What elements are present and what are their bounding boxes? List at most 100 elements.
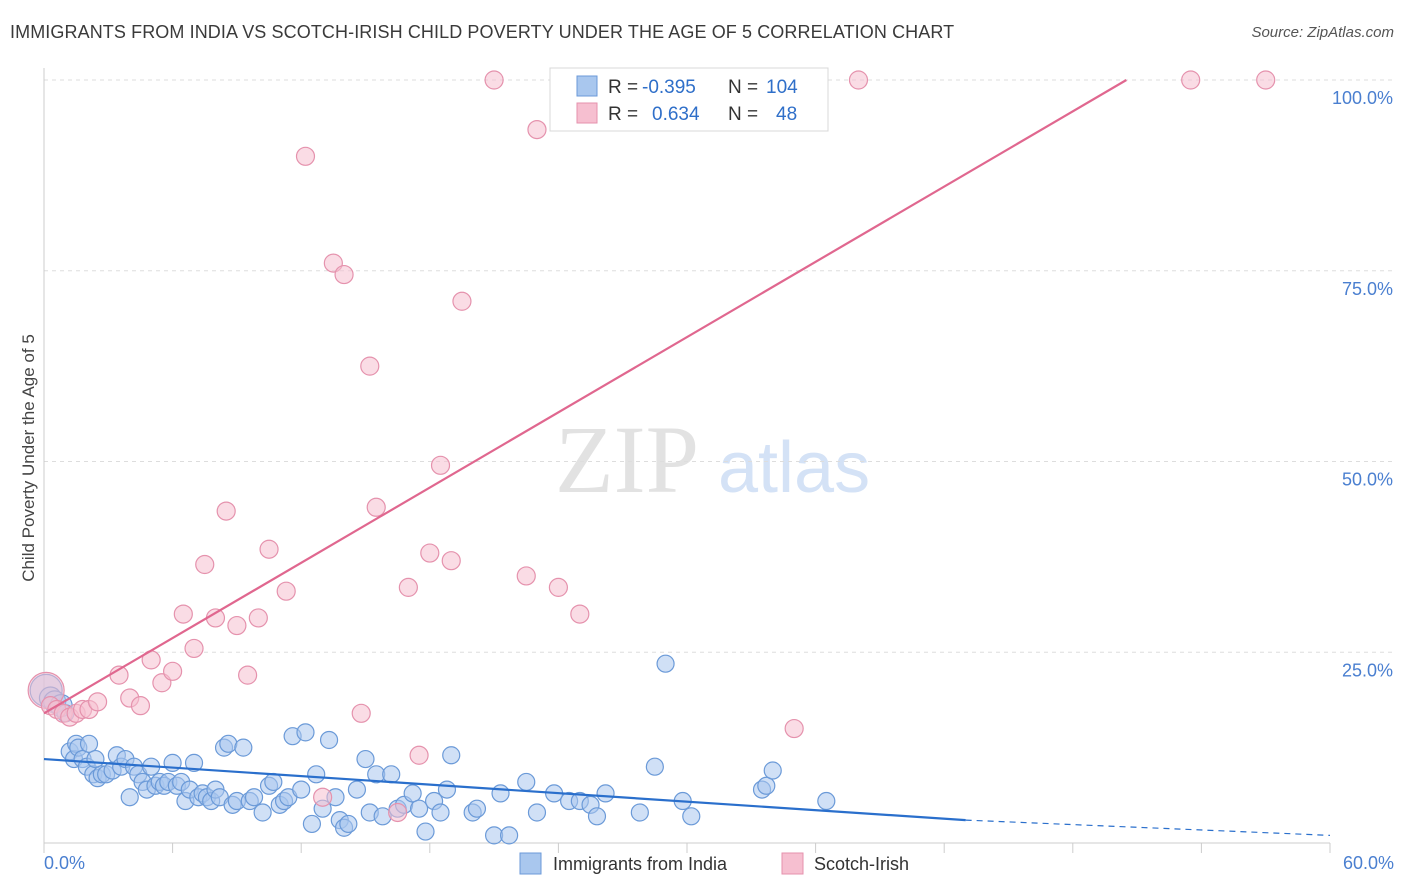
point-india-93: [587, 807, 607, 826]
series-legend: Immigrants from India Scotch-Irish: [519, 852, 909, 875]
trend-line-irish: [43, 79, 1127, 715]
point-india-81: [442, 746, 461, 765]
point-india-76: [409, 799, 429, 818]
y-tick-labels: 25.0% 50.0% 75.0% 100.0%: [1332, 88, 1393, 680]
point-irish-43: [570, 604, 590, 624]
point-irish-33: [398, 577, 418, 597]
gridlines: [44, 79, 1395, 653]
point-india-85: [491, 784, 510, 803]
point-irish-30: [360, 356, 380, 376]
point-india-44: [219, 734, 238, 753]
axes: [43, 68, 1331, 853]
point-irish-15: [173, 604, 193, 624]
x-tick-label-max: 60.0%: [1343, 853, 1394, 873]
point-irish-44: [784, 718, 804, 739]
legend-swatch-india: [576, 75, 598, 97]
bottom-legend-label-india: Immigrants from India: [553, 854, 728, 874]
point-irish-22: [248, 608, 268, 628]
point-irish-38: [452, 291, 472, 311]
point-irish-20: [227, 615, 247, 636]
point-india-57: [292, 780, 311, 799]
point-india-62: [319, 730, 339, 750]
watermark-zip: ZIP: [555, 406, 699, 513]
point-india-79: [431, 803, 450, 822]
point-india-94: [596, 784, 615, 803]
watermark-atlas: atlas: [718, 428, 870, 508]
point-india-75: [403, 784, 422, 803]
trend-lines: [43, 79, 1331, 836]
point-india-87: [517, 772, 536, 792]
point-india-60: [307, 765, 326, 784]
y-tick-label-1: 50.0%: [1342, 470, 1393, 490]
point-irish-28: [334, 264, 354, 285]
point-irish-16: [184, 638, 204, 659]
point-india-13: [86, 749, 105, 769]
y-tick-label-0: 25.0%: [1342, 660, 1393, 680]
correlation-legend: R = -0.395 N = 104 R = 0.634 N = 48: [549, 67, 829, 132]
point-india-103: [817, 791, 836, 811]
bottom-legend-swatch-irish: [781, 852, 804, 875]
point-irish-29: [351, 703, 371, 723]
legend-swatch-irish: [576, 102, 598, 124]
point-india-47: [234, 738, 253, 757]
point-irish-11: [130, 696, 151, 716]
legend-n-value-irish: 48: [776, 104, 797, 125]
point-irish-42: [548, 577, 569, 597]
point-irish-36: [430, 455, 451, 475]
point-irish-26: [313, 787, 333, 807]
bottom-legend-label-irish: Scotch-Irish: [814, 854, 909, 874]
point-irish-31: [366, 497, 386, 517]
point-irish-41: [527, 119, 547, 140]
point-irish-40: [516, 566, 536, 586]
point-irish-19: [216, 501, 236, 521]
point-india-49: [244, 788, 264, 807]
point-india-86: [500, 826, 519, 845]
point-irish-47: [1256, 70, 1276, 90]
point-india-66: [339, 814, 358, 834]
point-india-96: [645, 757, 664, 776]
point-india-77: [416, 822, 435, 841]
legend-n-value-india: 104: [766, 77, 798, 98]
point-india-95: [630, 803, 649, 822]
point-irish-35: [420, 543, 440, 563]
point-irish-17: [195, 554, 215, 575]
point-irish-37: [441, 551, 461, 571]
y-tick-label-2: 75.0%: [1342, 279, 1393, 299]
point-irish-21: [238, 665, 258, 685]
point-india-68: [356, 749, 375, 769]
point-india-88: [527, 803, 547, 822]
chart-title: IMMIGRANTS FROM INDIA VS SCOTCH-IRISH CH…: [10, 22, 955, 42]
point-india-50: [253, 803, 272, 822]
point-india-72: [382, 765, 401, 784]
point-irish-24: [276, 581, 296, 601]
point-india-59: [302, 814, 322, 834]
legend-r-label-irish: R =: [608, 104, 638, 125]
point-irish-14: [163, 661, 183, 681]
bottom-legend-swatch-india: [519, 852, 542, 875]
legend-n-label-india: N =: [728, 77, 758, 98]
legend-r-value-india: -0.395: [642, 77, 696, 98]
point-india-101: [757, 776, 776, 795]
point-india-102: [763, 761, 782, 780]
point-irish-46: [1181, 70, 1201, 90]
point-india-11: [79, 734, 99, 753]
point-irish-8: [87, 692, 108, 712]
point-india-99: [682, 807, 701, 826]
legend-r-label-india: R =: [608, 77, 638, 98]
point-india-58: [296, 723, 315, 742]
x-tick-label-min: 0.0%: [44, 853, 85, 873]
trend-line-india-extension: [965, 819, 1331, 836]
point-india-52: [264, 772, 283, 792]
y-tick-label-3: 100.0%: [1332, 88, 1393, 108]
point-india-97: [656, 654, 675, 673]
point-irish-32: [388, 802, 408, 823]
series-irish-points: [27, 70, 1276, 823]
point-irish-45: [848, 70, 869, 90]
series-india-points: [29, 654, 836, 845]
point-irish-39: [484, 70, 504, 90]
legend-n-label-irish: N =: [728, 104, 758, 125]
point-irish-23: [259, 539, 279, 559]
source-label: Source: ZipAtlas.com: [1251, 24, 1394, 41]
point-irish-34: [409, 745, 429, 765]
